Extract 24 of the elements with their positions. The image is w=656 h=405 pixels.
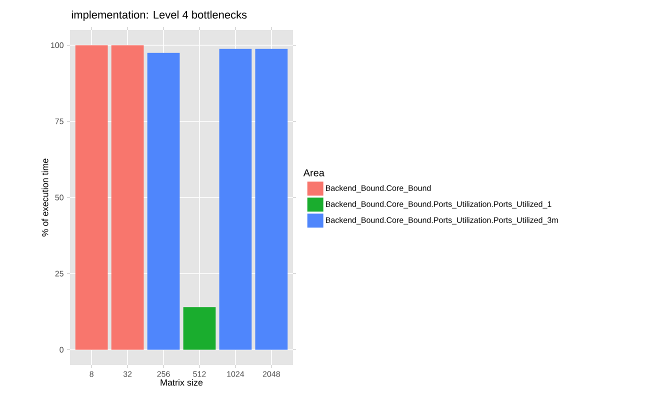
legend-label: Backend_Bound.Core_Bound (326, 185, 431, 192)
chart-title: implementation: Level 4 bottlenecks (72, 10, 247, 21)
bar (219, 48, 252, 350)
bar (75, 45, 108, 350)
legend-label: Backend_Bound.Core_Bound.Ports_Utilization.Ports_Utilized_1 (326, 201, 552, 208)
x-tick-label: 8 (90, 371, 94, 377)
x-tick-label: 32 (123, 371, 132, 377)
x-tick-label: 1024 (227, 371, 244, 377)
y-tick-label: 0 (60, 346, 64, 353)
y-axis-title: % of execution time (42, 158, 48, 236)
y-tick-label: 25 (55, 270, 64, 276)
y-tick-label: 100 (51, 42, 64, 48)
x-tick-label: 2048 (262, 371, 280, 377)
x-tick-label: 256 (157, 371, 170, 377)
y-tick-label: 50 (55, 194, 64, 200)
legend-title: Area (303, 169, 324, 176)
x-axis-title: Matrix size (160, 379, 203, 386)
bar (255, 48, 288, 350)
x-tick-label: 512 (193, 371, 206, 377)
bar (111, 45, 144, 350)
bar (147, 52, 180, 350)
bar (183, 307, 216, 350)
legend-label: Backend_Bound.Core_Bound.Ports_Utilization.Ports_Utilized_3m (326, 217, 558, 224)
y-tick-label: 75 (55, 118, 64, 124)
